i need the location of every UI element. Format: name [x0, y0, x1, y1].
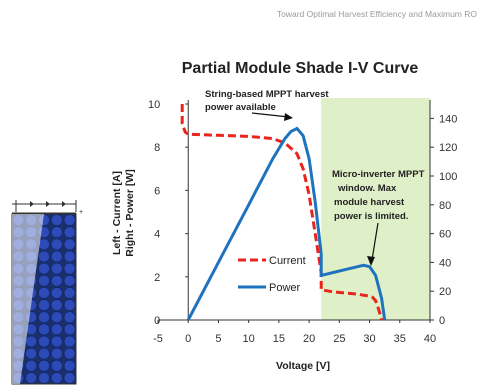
- x-tick-label: 0: [185, 333, 191, 345]
- series-line-power: [186, 126, 387, 321]
- x-axis-label: Voltage [V]: [276, 360, 330, 372]
- solar-cell: [38, 287, 50, 299]
- annotation-micro-line3: module harvest: [334, 197, 405, 208]
- solar-cell: [38, 360, 50, 372]
- annotation-arrow-micro: [371, 222, 379, 261]
- solar-cell: [51, 214, 63, 226]
- solar-cell: [38, 250, 50, 263]
- solar-cell: [63, 262, 76, 275]
- solar-cell: [25, 372, 37, 384]
- solar-cell: [38, 262, 50, 275]
- solar-cell: [51, 250, 63, 263]
- x-tick-label: 30: [363, 333, 375, 345]
- solar-cell: [63, 323, 76, 336]
- solar-cell: [63, 360, 76, 372]
- solar-cell: [63, 226, 76, 238]
- annotation-string-mppt-line2: power available: [205, 102, 276, 113]
- solar-cell: [63, 335, 76, 348]
- solar-module-icon: +: [11, 200, 83, 385]
- solar-cell: [63, 311, 76, 323]
- x-tick-label: 10: [243, 333, 255, 345]
- solar-cell: [38, 275, 50, 287]
- solar-cell: [51, 311, 63, 323]
- solar-cell: [25, 360, 37, 372]
- solar-cell: [51, 360, 63, 372]
- y-left-tick-label: 6: [154, 185, 160, 197]
- y-right-tick-label: 120: [439, 142, 457, 154]
- annotation-arrowhead-micro: [367, 256, 375, 266]
- y-left-tick-label: 4: [154, 229, 160, 241]
- solar-cell: [63, 372, 76, 384]
- solar-cell: [63, 250, 76, 263]
- chart-title: Partial Module Shade I-V Curve: [182, 60, 419, 77]
- annotation-micro-line2: window. Max: [337, 183, 397, 194]
- y-right-tick-label: 0: [439, 315, 445, 327]
- solar-cell: [51, 299, 63, 311]
- y-left-tick-label: 10: [148, 99, 160, 111]
- annotation-string-mppt-line1: String-based MPPT harvest: [205, 89, 329, 100]
- solar-cell: [38, 372, 50, 384]
- solar-cell: [25, 335, 37, 348]
- y-right-tick-label: 140: [439, 113, 457, 125]
- series-line-current: [180, 104, 384, 321]
- y-right-tick-label: 40: [439, 257, 451, 269]
- solar-cell: [51, 238, 63, 251]
- x-tick-label: 20: [303, 333, 315, 345]
- solar-cell: [38, 335, 50, 348]
- solar-cell: [38, 311, 50, 323]
- header-text: Toward Optimal Harvest Efficiency and Ma…: [276, 9, 477, 19]
- shaded-region: [321, 98, 430, 320]
- x-tick-label: 25: [333, 333, 345, 345]
- solar-cell: [63, 347, 76, 360]
- y-axis-label-left: Left - Current [A]: [111, 171, 123, 255]
- y-right-tick-label: 80: [439, 200, 451, 212]
- y-left-tick-label: 0: [154, 315, 160, 327]
- x-tick-label: 15: [273, 333, 285, 345]
- solar-cell: [63, 299, 76, 311]
- solar-cell: [63, 238, 76, 251]
- solar-cell: [38, 347, 50, 360]
- solar-cell: [63, 287, 76, 299]
- solar-cell: [51, 226, 63, 238]
- solar-cell: [38, 299, 50, 311]
- y-left-tick-label: 8: [154, 142, 160, 154]
- solar-cell: [51, 335, 63, 348]
- x-tick-label: 35: [394, 333, 406, 345]
- annotation-arrow-string: [251, 112, 290, 118]
- x-tick-label: 5: [215, 333, 221, 345]
- solar-cell: [51, 323, 63, 336]
- solar-cell: [51, 262, 63, 275]
- svg-text:+: +: [79, 209, 83, 216]
- solar-cell: [51, 372, 63, 384]
- solar-cell: [38, 323, 50, 336]
- solar-cell: [63, 275, 76, 287]
- legend-label-power: Power: [269, 282, 301, 294]
- y-right-tick-label: 20: [439, 286, 451, 298]
- y-right-tick-label: 60: [439, 229, 451, 241]
- y-left-tick-label: 2: [154, 272, 160, 284]
- solar-cell: [63, 214, 76, 226]
- y-axis-label-right: Right - Power [W]: [124, 169, 136, 257]
- annotation-arrowhead-string: [284, 113, 293, 121]
- x-tick-label: 40: [424, 333, 436, 345]
- solar-cell: [51, 347, 63, 360]
- y-right-tick-label: 100: [439, 171, 457, 183]
- annotation-micro-line4: power is limited.: [334, 211, 408, 222]
- annotation-micro-line1: Micro-inverter MPPT: [332, 169, 425, 180]
- solar-cell: [51, 287, 63, 299]
- solar-cell: [51, 275, 63, 287]
- legend-label-current: Current: [269, 255, 306, 267]
- solar-cell: [25, 347, 37, 360]
- x-tick-label: -5: [153, 333, 163, 345]
